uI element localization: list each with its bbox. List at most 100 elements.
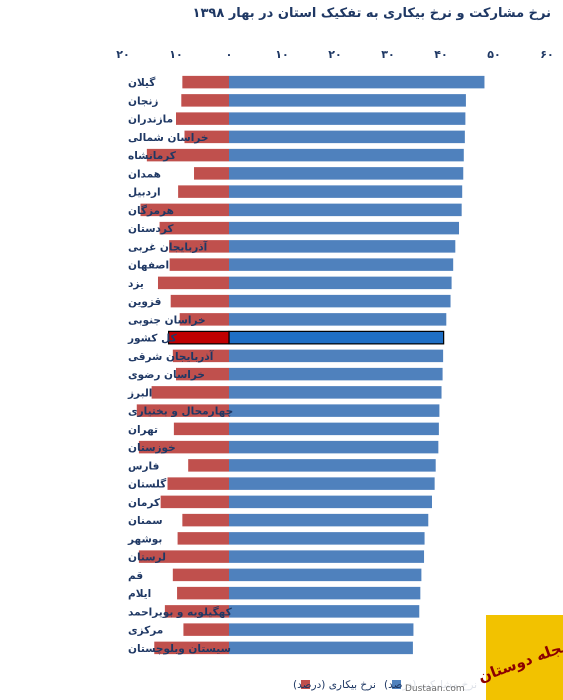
participation-bar	[229, 349, 444, 363]
category-label: ایلام	[128, 588, 151, 600]
participation-bar	[229, 386, 442, 399]
category-label: چهارمحال و بختیاری	[128, 406, 233, 418]
x-tick-label: ۲۰	[116, 48, 129, 61]
participation-bar	[229, 586, 421, 600]
unemployment-bar	[178, 185, 229, 198]
participation-bar	[229, 294, 451, 308]
x-tick-label: ۴۰	[434, 48, 447, 61]
unemployment-bar	[188, 459, 229, 472]
unemployment-bar	[159, 221, 229, 235]
unemployment-bar	[177, 586, 229, 600]
x-tick-label: ۱۰	[169, 48, 182, 61]
category-label: کل کشور	[127, 333, 177, 345]
unemployment-bar	[140, 203, 229, 217]
category-label: مرکزی	[128, 625, 163, 637]
participation-bar	[229, 623, 414, 636]
watermark-bg	[402, 680, 484, 694]
participation-bar	[229, 258, 454, 271]
participation-bar	[229, 221, 460, 235]
category-label: مازندران	[128, 114, 173, 126]
unemployment-bar	[176, 367, 229, 381]
category-label: کرمانشاه	[128, 150, 177, 162]
legend-swatch-unemployment	[301, 680, 310, 689]
x-tick-label: ۰	[226, 48, 233, 61]
participation-bar	[229, 75, 485, 89]
participation-bar	[229, 477, 435, 490]
participation-bar	[229, 203, 462, 217]
category-label: بوشهر	[127, 533, 162, 545]
unemployment-bar	[157, 276, 229, 290]
category-label: کرمان	[128, 497, 161, 509]
unemployment-bar	[170, 294, 229, 308]
participation-bar	[229, 568, 422, 582]
category-label: تهران	[128, 424, 158, 436]
participation-bar	[229, 367, 443, 381]
unemployment-bar	[194, 167, 229, 180]
unemployment-bar	[183, 623, 229, 636]
logo-badge	[486, 615, 563, 700]
unemployment-bar	[181, 94, 229, 107]
participation-bar	[229, 185, 463, 198]
unemployment-bar	[167, 330, 230, 345]
x-tick-label: ۱۰	[275, 48, 288, 61]
unemployment-bar	[151, 386, 229, 399]
participation-bar	[229, 605, 420, 618]
participation-bar	[229, 167, 464, 180]
unemployment-bar	[136, 404, 229, 417]
unemployment-bar	[160, 495, 229, 509]
category-label: کردستان	[128, 223, 174, 235]
unemployment-bar	[182, 513, 229, 527]
participation-bar	[229, 641, 413, 655]
unemployment-bar	[169, 240, 229, 253]
category-label: فارس	[128, 460, 159, 472]
unemployment-bar	[138, 550, 229, 563]
participation-bar	[229, 240, 456, 253]
category-label: گلستان	[128, 478, 167, 491]
category-label: کهگیلویه و بویراحمد	[128, 605, 233, 618]
participation-bar	[229, 148, 464, 162]
unemployment-bar	[172, 349, 229, 363]
category-label: زنجان	[128, 95, 158, 107]
x-tick-label: ۳۰	[381, 48, 394, 61]
category-label: هرمزگان	[128, 204, 174, 217]
participation-bar	[229, 112, 466, 125]
category-label: اردبیل	[128, 187, 161, 199]
unemployment-bar	[179, 313, 229, 326]
unemployment-bar	[154, 641, 229, 655]
category-label: خراسان شمالی	[128, 132, 208, 144]
unemployment-bar	[164, 605, 229, 618]
participation-bar	[229, 495, 432, 509]
unemployment-bar	[177, 532, 229, 545]
category-label: خوزستان	[128, 442, 176, 454]
watermark-site: Dustaan.com	[405, 684, 465, 694]
category-label: قم	[128, 570, 143, 582]
category-label: یزد	[128, 278, 144, 290]
legend-label-unemployment: نرخ بیکاری (درصد)	[293, 679, 376, 691]
category-label: خراسان رضوی	[128, 369, 205, 381]
unemployment-bar	[169, 258, 229, 271]
category-label: همدان	[128, 168, 161, 180]
unemployment-bar	[176, 112, 229, 125]
participation-bar	[229, 276, 452, 290]
participation-bar	[229, 422, 439, 436]
x-tick-label: ۶۰	[540, 48, 553, 61]
participation-bar	[229, 130, 465, 144]
unemployment-bar	[184, 130, 229, 144]
category-label: البرز	[127, 387, 152, 399]
participation-bar	[229, 550, 425, 563]
participation-bar	[229, 459, 436, 472]
unemployment-bar	[146, 148, 229, 162]
unemployment-bar	[182, 75, 229, 89]
legend-swatch-participation	[392, 680, 401, 689]
unemployment-bar	[138, 440, 229, 454]
participation-bar	[229, 94, 466, 107]
category-label: قزوین	[128, 296, 161, 308]
participation-bar	[229, 313, 447, 326]
participation-bar	[228, 330, 445, 345]
x-tick-label: ۲۰	[328, 48, 341, 61]
category-label: خراسان جنوبی	[128, 314, 206, 326]
category-label: اصفهان	[128, 260, 169, 272]
participation-bar	[229, 532, 425, 545]
